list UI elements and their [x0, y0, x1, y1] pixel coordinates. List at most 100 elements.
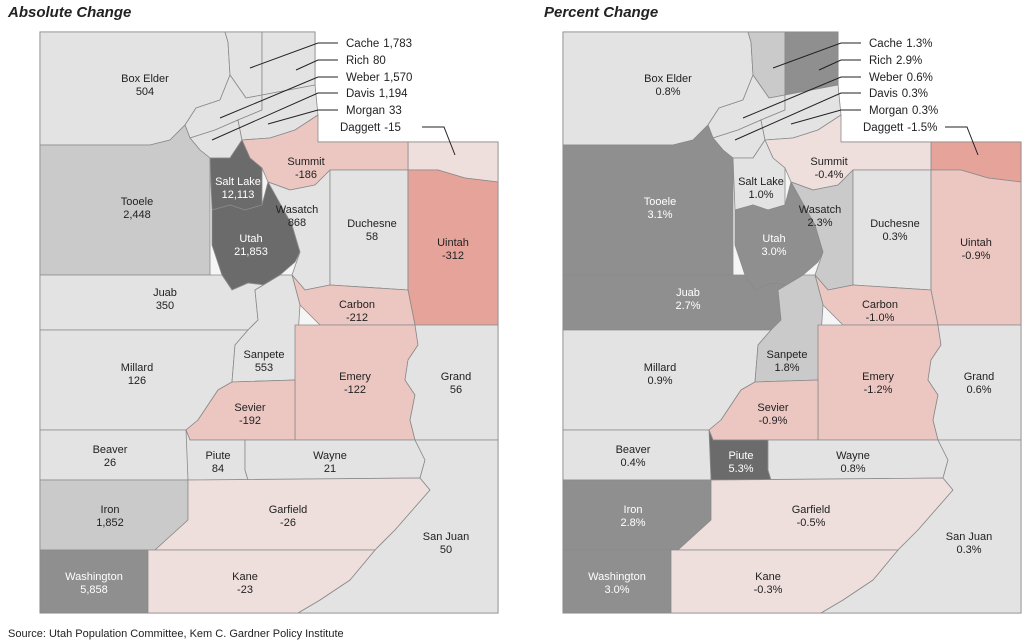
county-name-utah: Utah — [762, 233, 785, 245]
county-value-wasatch: 2.3% — [807, 217, 832, 229]
county-value-wayne: 0.8% — [840, 463, 865, 475]
county-value-cache: 1.3% — [906, 38, 932, 50]
county-name-rich: Rich — [869, 55, 892, 67]
county-value-iron: 2.8% — [620, 517, 645, 529]
leader-line-rich — [295, 59, 338, 71]
county-name-grand: Grand — [964, 371, 995, 383]
leader-label-cache: Cache 1,783 — [346, 38, 412, 50]
county-name-iron: Iron — [624, 504, 643, 516]
leader-label-morgan: Morgan 33 — [346, 105, 402, 117]
county-name-morgan: Morgan — [869, 105, 908, 117]
county-name-duchesne: Duchesne — [870, 218, 920, 230]
leader-label-weber: Weber 0.6% — [869, 72, 933, 84]
leader-line-weber — [219, 76, 338, 119]
county-value-rich: 80 — [373, 55, 386, 67]
county-value-saltlake: 1.0% — [748, 189, 773, 201]
county-name-summit: Summit — [810, 156, 847, 168]
county-value-tooele: 3.1% — [647, 209, 672, 221]
county-duchesne — [329, 169, 409, 291]
county-name-sevier: Sevier — [757, 402, 789, 414]
county-value-juab: 2.7% — [675, 300, 700, 312]
county-grand — [404, 324, 499, 441]
county-name-juab: Juab — [676, 287, 700, 299]
leader-line-cache — [249, 42, 338, 69]
county-value-saltlake: 12,113 — [222, 189, 255, 201]
county-name-washington: Washington — [588, 571, 646, 583]
county-name-garfield: Garfield — [269, 504, 308, 516]
leader-line-davis — [734, 92, 861, 141]
county-name-iron: Iron — [101, 504, 120, 516]
county-value-daggett: -15 — [384, 122, 401, 134]
county-name-wasatch: Wasatch — [276, 204, 318, 216]
county-value-emery: -1.2% — [864, 384, 893, 396]
county-name-kane: Kane — [232, 571, 258, 583]
county-name-piute: Piute — [205, 450, 230, 462]
county-name-juab: Juab — [153, 287, 177, 299]
county-value-beaver: 0.4% — [620, 457, 645, 469]
county-value-grand: 56 — [450, 384, 462, 396]
county-name-sanjuan: San Juan — [946, 531, 992, 543]
county-name-weber: Weber — [869, 72, 903, 84]
county-value-grand: 0.6% — [966, 384, 991, 396]
county-name-duchesne: Duchesne — [347, 218, 397, 230]
leader-line-davis — [211, 92, 338, 141]
leader-line-morgan — [790, 109, 861, 125]
county-value-daggett: -1.5% — [907, 122, 937, 134]
county-name-uintah: Uintah — [960, 237, 992, 249]
county-carbon — [814, 274, 939, 326]
county-value-boxelder: 504 — [136, 86, 154, 98]
county-name-boxelder: Box Elder — [121, 73, 169, 85]
county-kane — [670, 549, 899, 614]
county-name-emery: Emery — [339, 371, 371, 383]
county-value-summit: -186 — [295, 169, 317, 181]
leader-label-cache: Cache 1.3% — [869, 38, 932, 50]
county-name-daggett: Daggett — [863, 122, 904, 134]
county-value-beaver: 26 — [104, 457, 116, 469]
source-note: Source: Utah Population Committee, Kem C… — [8, 628, 344, 640]
county-sanpete — [754, 274, 824, 383]
leader-line-rich — [818, 59, 861, 71]
leader-line-weber — [742, 76, 861, 119]
county-name-washington: Washington — [65, 571, 123, 583]
map-title-absolute: Absolute Change — [7, 4, 131, 21]
county-name-cache: Cache — [346, 38, 379, 50]
leader-label-davis: Davis 0.3% — [869, 88, 928, 100]
county-value-sevier: -192 — [239, 415, 261, 427]
county-name-millard: Millard — [121, 362, 153, 374]
leader-label-weber: Weber 1,570 — [346, 72, 412, 84]
county-name-wayne: Wayne — [313, 450, 347, 462]
county-value-wasatch: 868 — [288, 217, 306, 229]
county-name-beaver: Beaver — [93, 444, 128, 456]
county-name-carbon: Carbon — [862, 299, 898, 311]
leader-line-morgan — [267, 109, 338, 125]
county-value-boxelder: 0.8% — [655, 86, 680, 98]
county-value-carbon: -212 — [346, 312, 368, 324]
county-carbon — [291, 274, 416, 326]
county-value-carbon: -1.0% — [866, 312, 895, 324]
county-value-duchesne: 58 — [366, 231, 378, 243]
county-value-summit: -0.4% — [815, 169, 844, 181]
county-name-sevier: Sevier — [234, 402, 266, 414]
county-name-tooele: Tooele — [644, 196, 676, 208]
county-value-davis: 1,194 — [379, 88, 408, 100]
county-value-sanpete: 553 — [255, 362, 273, 374]
county-value-wayne: 21 — [324, 463, 336, 475]
county-value-uintah: -0.9% — [962, 250, 991, 262]
county-value-weber: 0.6% — [907, 72, 933, 84]
leader-label-daggett: Daggett -1.5% — [863, 122, 937, 134]
county-name-beaver: Beaver — [616, 444, 651, 456]
county-value-juab: 350 — [156, 300, 174, 312]
county-name-millard: Millard — [644, 362, 676, 374]
county-duchesne — [852, 169, 932, 291]
county-name-sanjuan: San Juan — [423, 531, 469, 543]
county-name-utah: Utah — [239, 233, 262, 245]
leader-label-daggett: Daggett -15 — [340, 122, 401, 134]
county-name-daggett: Daggett — [340, 122, 381, 134]
county-name-kane: Kane — [755, 571, 781, 583]
county-name-rich: Rich — [346, 55, 369, 67]
county-value-iron: 1,852 — [96, 517, 124, 529]
county-value-davis: 0.3% — [902, 88, 928, 100]
county-value-millard: 126 — [128, 375, 146, 387]
leader-line-cache — [772, 42, 861, 69]
